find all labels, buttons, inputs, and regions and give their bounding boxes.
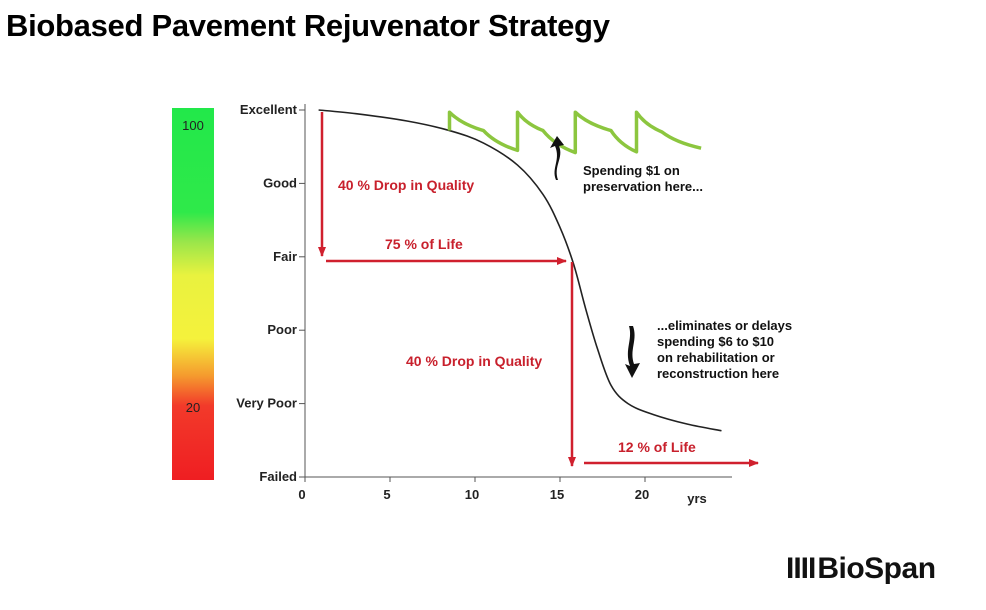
y-tick-label: Good [263,175,297,190]
preservation-treatment-curve [447,110,702,155]
note-line: reconstruction here [657,366,779,381]
deterioration-curve [318,109,722,432]
x-axis-label: yrs [687,491,707,506]
note-text: ...eliminates or delays spending $6 to $1… [657,318,792,381]
scale-top-label: 100 [182,118,204,133]
y-tick-label: Excellent [240,102,298,117]
curved-up-arrow-icon [550,136,564,180]
note-line: Spending $1 on [583,163,680,178]
y-tick-label: Poor [267,322,297,337]
scale-bottom-label: 20 [185,400,201,415]
annotation-label: 12 % of Life [618,439,696,455]
curved-down-arrow-icon [625,326,640,378]
y-tick-label: Fair [273,249,297,264]
note-line: on rehabilitation or [657,350,775,365]
note-text: Spending $1 on preservation here... [583,163,703,194]
logo-text: BioSpan [817,552,936,585]
x-tick-label: 20 [635,487,649,502]
x-tick-label: 5 [383,487,390,502]
x-tick-label: 10 [465,487,479,502]
x-tick-label: 15 [550,487,564,502]
y-tick-label: Failed [259,469,297,484]
slide-title: Biobased Pavement Rejuvenator Strategy [6,8,610,43]
x-tick-label: 0 [298,487,305,502]
note-line: preservation here... [583,179,703,194]
y-tick-label: Very Poor [236,396,297,411]
logo-bars-mark: IIII [786,552,816,585]
biospan-logo: IIIIBioSpan [786,552,936,586]
annotation-label: 40 % Drop in Quality [406,353,542,369]
annotation-label: 40 % Drop in Quality [338,177,474,193]
condition-color-scale: 100 20 [172,108,214,480]
annotation-label: 75 % of Life [385,236,463,252]
note-line: spending $6 to $10 [657,334,774,349]
note-line: ...eliminates or delays [657,318,792,333]
